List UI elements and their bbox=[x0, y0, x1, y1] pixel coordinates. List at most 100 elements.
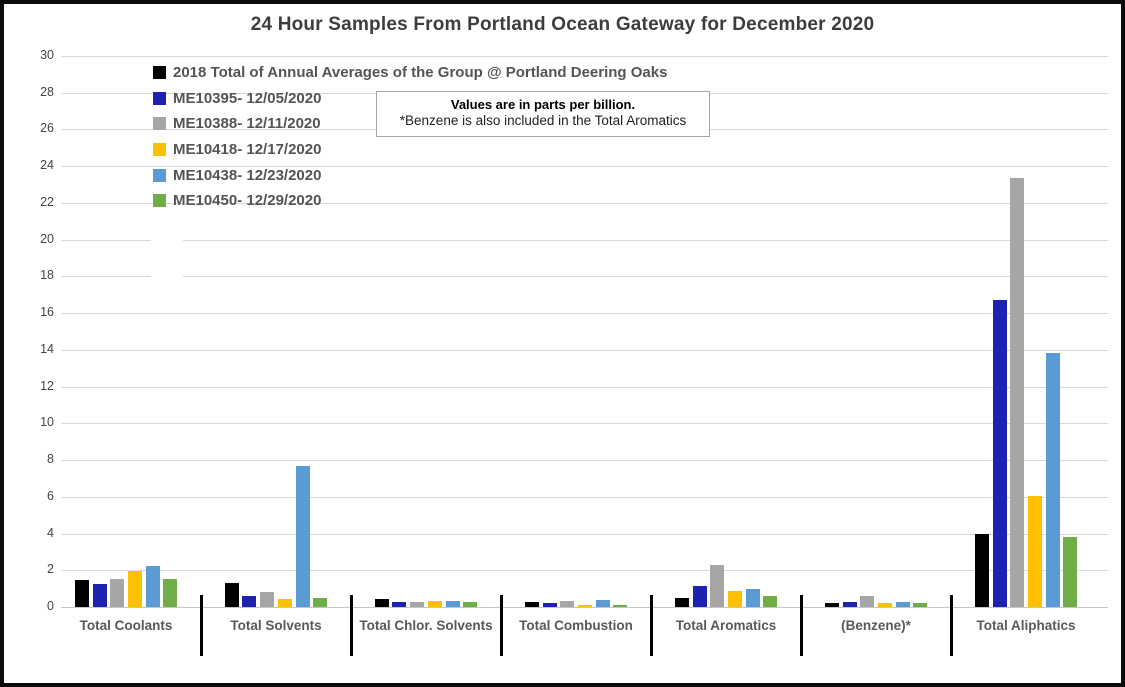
category-separator bbox=[800, 595, 803, 656]
white-artifact-box bbox=[151, 216, 183, 302]
bar-series5-cat7 bbox=[1045, 352, 1060, 607]
y-axis-tick-label: 26 bbox=[40, 121, 54, 136]
category-separator bbox=[500, 595, 503, 656]
gridline-y-4 bbox=[61, 533, 1108, 535]
bar-series1-cat1 bbox=[74, 580, 89, 607]
bar-series3-cat3 bbox=[410, 601, 425, 607]
category-separator bbox=[200, 595, 203, 656]
bar-series5-cat3 bbox=[445, 600, 460, 607]
bar-series3-cat7 bbox=[1010, 178, 1025, 607]
chart-title: 24 Hour Samples From Portland Ocean Gate… bbox=[250, 14, 875, 35]
gridline-y-22 bbox=[61, 202, 1108, 204]
legend-item-2: ME10395- 12/05/2020 bbox=[153, 86, 667, 112]
category-label: (Benzene)* bbox=[841, 618, 911, 633]
category-label: Total Coolants bbox=[79, 618, 173, 633]
legend-swatch bbox=[153, 91, 166, 105]
category-label: Total Solvents bbox=[230, 618, 322, 633]
legend-label: ME10395- 12/05/2020 bbox=[173, 89, 322, 107]
category-label: Total Chlor. Solvents bbox=[359, 618, 493, 633]
y-axis-tick-label: 4 bbox=[47, 525, 54, 540]
gridline-y-2 bbox=[61, 570, 1108, 572]
legend-swatch bbox=[153, 66, 166, 80]
bar-series4-cat5 bbox=[727, 591, 742, 607]
bar-series6-cat2 bbox=[313, 597, 328, 607]
plot-area: 0 2 4 6 8 10 12 14 16 18 20 22 24 26 28 30 Total Coolant… bbox=[4, 4, 1121, 683]
y-axis-tick-label: 0 bbox=[47, 599, 54, 613]
y-axis-tick-label: 24 bbox=[40, 158, 54, 173]
bar-series6-cat4 bbox=[613, 605, 628, 607]
legend-item-5: ME10438- 12/23/2020 bbox=[153, 162, 667, 188]
bar-series1-cat3 bbox=[374, 598, 389, 607]
gridline-y-24 bbox=[61, 166, 1108, 168]
bar-series4-cat3 bbox=[427, 600, 442, 607]
y-axis-tick-label: 12 bbox=[40, 378, 54, 393]
bar-series3-cat6 bbox=[860, 596, 875, 607]
legend-label: ME10438- 12/23/2020 bbox=[173, 166, 322, 184]
y-axis-tick-label: 18 bbox=[40, 268, 54, 283]
bar-series3-cat4 bbox=[560, 600, 575, 607]
legend-swatch bbox=[153, 143, 166, 157]
bar-series3-cat5 bbox=[710, 564, 725, 607]
category-separator bbox=[650, 595, 653, 656]
bar-series4-cat4 bbox=[577, 605, 592, 607]
bar-series4-cat7 bbox=[1027, 495, 1042, 607]
legend-label: ME10450- 12/29/2020 bbox=[173, 192, 322, 210]
bar-series5-cat6 bbox=[895, 601, 910, 607]
legend-item-4: ME10418- 12/17/2020 bbox=[153, 137, 667, 163]
legend-swatch bbox=[153, 194, 166, 208]
bar-series1-cat2 bbox=[224, 583, 239, 607]
y-axis-tick-label: 2 bbox=[47, 562, 54, 577]
gridline-y-0 bbox=[61, 607, 1108, 608]
legend-label: ME10418- 12/17/2020 bbox=[173, 141, 322, 159]
gridline-y-10 bbox=[61, 423, 1108, 425]
note-line-2: *Benzene is also included in the Total A… bbox=[399, 113, 687, 128]
bar-series3-cat1 bbox=[110, 579, 125, 607]
legend-item-6: ME10450- 12/29/2020 bbox=[153, 188, 667, 214]
bar-series6-cat7 bbox=[1063, 537, 1078, 607]
legend: 2018 Total of Annual Averages of the Gro… bbox=[153, 60, 667, 214]
bar-series4-cat6 bbox=[877, 603, 892, 607]
bar-series6-cat6 bbox=[913, 603, 928, 607]
gridline-y-18 bbox=[61, 276, 1108, 278]
bar-series6-cat3 bbox=[463, 602, 478, 607]
bar-series1-cat5 bbox=[674, 597, 689, 607]
legend-item-3: ME10388- 12/11/2020 bbox=[153, 111, 667, 137]
y-axis-tick-label: 8 bbox=[47, 452, 54, 466]
gridline-y-12 bbox=[61, 386, 1108, 388]
bar-series1-cat7 bbox=[974, 533, 989, 607]
bar-series2-cat1 bbox=[92, 584, 107, 607]
y-axis-tick-label: 14 bbox=[40, 341, 54, 356]
bar-series5-cat2 bbox=[295, 465, 310, 607]
legend-swatch bbox=[153, 117, 166, 131]
bar-series4-cat1 bbox=[127, 571, 142, 607]
category-label: Total Combustion bbox=[519, 618, 633, 633]
bar-series1-cat4 bbox=[524, 601, 539, 607]
bar-series2-cat6 bbox=[842, 601, 857, 607]
bar-series2-cat2 bbox=[242, 596, 257, 607]
bar-series2-cat4 bbox=[542, 603, 557, 607]
bar-series3-cat2 bbox=[260, 592, 275, 607]
gridline-y-6 bbox=[61, 496, 1108, 498]
legend-item-1: 2018 Total of Annual Averages of the Gro… bbox=[153, 60, 667, 86]
category-label: Total Aromatics bbox=[675, 618, 777, 633]
legend-swatch bbox=[153, 168, 166, 182]
bar-series6-cat5 bbox=[763, 596, 778, 607]
category-label: Total Aliphatics bbox=[976, 618, 1076, 633]
bar-series2-cat5 bbox=[692, 585, 707, 607]
y-axis-tick-label: 28 bbox=[40, 84, 54, 99]
legend-label: ME10388- 12/11/2020 bbox=[173, 115, 321, 133]
y-axis-tick-label: 10 bbox=[40, 415, 54, 430]
category-separator bbox=[950, 595, 953, 656]
y-axis-tick-label: 20 bbox=[40, 231, 54, 246]
bar-series2-cat3 bbox=[392, 601, 407, 607]
gridline-y-20 bbox=[61, 239, 1108, 241]
legend-label: 2018 Total of Annual Averages of the Gro… bbox=[173, 64, 668, 82]
bar-series5-cat1 bbox=[145, 565, 160, 607]
gridline-y-8 bbox=[61, 460, 1108, 461]
y-axis-tick-label: 6 bbox=[47, 488, 54, 503]
gridline-y-30 bbox=[61, 55, 1108, 57]
bar-series1-cat6 bbox=[824, 603, 839, 607]
category-separator bbox=[350, 595, 353, 656]
bar-series5-cat4 bbox=[595, 599, 610, 607]
